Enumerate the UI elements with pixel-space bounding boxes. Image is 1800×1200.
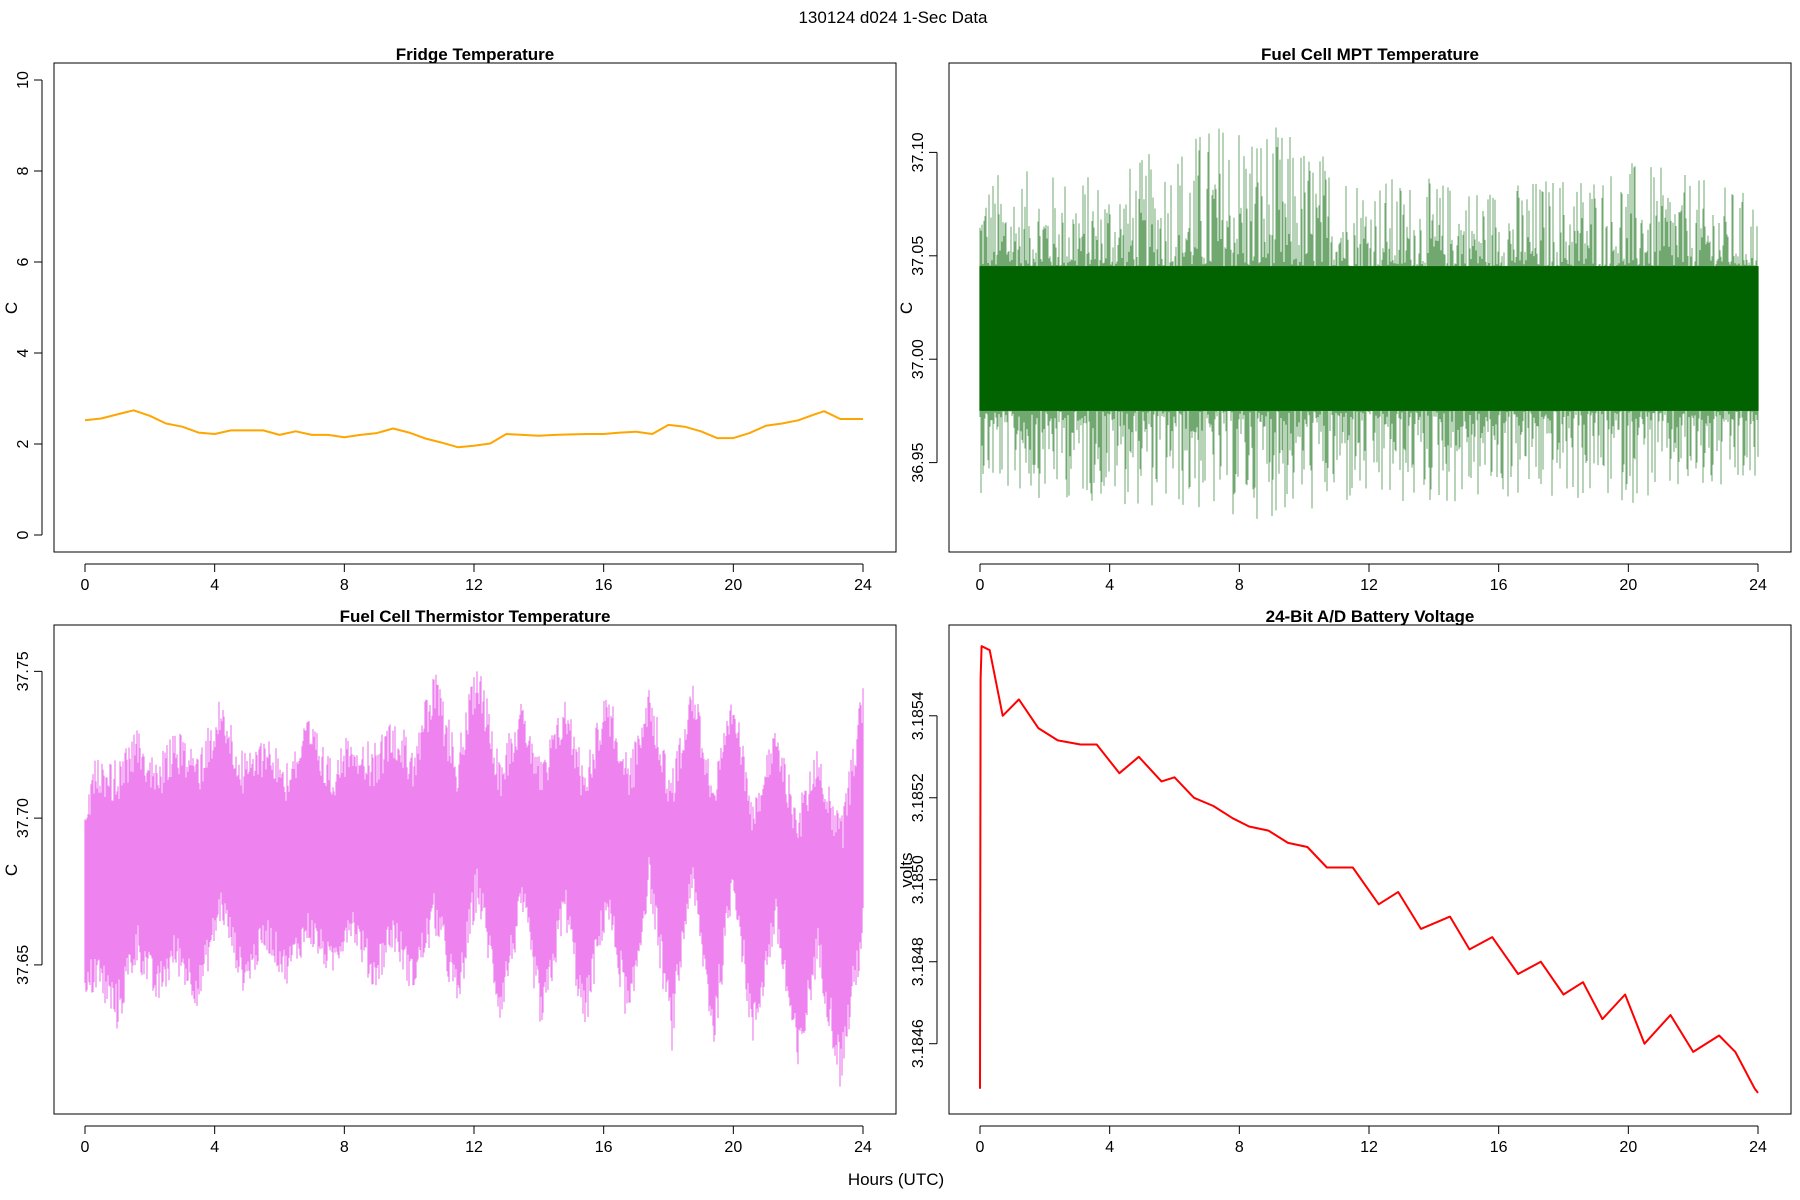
panel-title: Fuel Cell MPT Temperature [1261, 45, 1479, 64]
x-axis: 0 4 8 12 16 20 24 [81, 563, 872, 594]
x-axis-label: Hours (UTC) [848, 1170, 944, 1189]
panel-title: Fridge Temperature [396, 45, 554, 64]
x-tick-label: 24 [1749, 1139, 1767, 1156]
y-tick-label: 10 [15, 71, 32, 89]
x-tick-label: 0 [81, 1139, 90, 1156]
y-axis-label: C [2, 864, 21, 876]
series-line [84, 409, 863, 449]
x-tick-label: 4 [1105, 577, 1114, 594]
y-tick-label: 37.75 [15, 651, 32, 691]
plot-frame [53, 62, 897, 553]
x-axis: 0 4 8 12 16 20 24 [81, 1125, 872, 1156]
x-tick-label: 20 [724, 1139, 742, 1156]
y-tick-label: 37.00 [910, 339, 927, 379]
x-tick-label: 4 [1105, 1139, 1114, 1156]
x-tick-label: 8 [340, 1139, 349, 1156]
plot-frame [948, 624, 1792, 1115]
y-tick-label: 36.95 [910, 442, 927, 482]
x-tick-label: 16 [595, 577, 613, 594]
x-tick-label: 24 [1749, 577, 1767, 594]
y-tick-label: 3.1846 [910, 1019, 927, 1068]
y-tick-label: 8 [15, 166, 32, 175]
x-axis: 0 4 8 12 16 20 24 [976, 1125, 1767, 1156]
noise-series [84, 671, 864, 1087]
x-tick-label: 0 [81, 577, 90, 594]
x-tick-label: 8 [1235, 577, 1244, 594]
x-tick-label: 0 [976, 577, 985, 594]
panel-title: 24-Bit A/D Battery Voltage [1266, 607, 1475, 626]
x-tick-label: 12 [1360, 1139, 1378, 1156]
y-tick-label: 6 [15, 257, 32, 266]
y-tick-label: 3.1854 [910, 691, 927, 740]
y-axis: 3.1846 3.1848 3.1850 3.1852 3.1854 [910, 691, 938, 1068]
panel-fuel-cell-mpt-temperature: Fuel Cell MPT Temperature C 0 4 8 12 16 20 24 3… [897, 45, 1792, 594]
y-tick-label: 0 [15, 530, 32, 539]
plot-frame [53, 624, 897, 1115]
x-tick-label: 16 [1490, 577, 1508, 594]
plot-frame [948, 62, 1792, 553]
figure-title: 130124 d024 1-Sec Data [798, 8, 988, 27]
x-tick-label: 24 [854, 1139, 872, 1156]
x-tick-label: 4 [210, 577, 219, 594]
x-tick-label: 12 [465, 1139, 483, 1156]
series-line [979, 645, 1759, 1094]
y-tick-label: 2 [15, 439, 32, 448]
y-tick-label: 3.1850 [910, 855, 927, 904]
x-tick-label: 24 [854, 577, 872, 594]
x-tick-label: 16 [595, 1139, 613, 1156]
panel-fuel-cell-thermistor-temperature: Fuel Cell Thermistor Temperature C 0 4 8 12… [2, 607, 897, 1156]
y-axis: 37.65 37.70 37.75 [15, 651, 43, 985]
y-axis-label: volts [897, 853, 916, 888]
y-axis: 0 2 4 6 8 10 [15, 71, 43, 539]
x-tick-label: 20 [724, 577, 742, 594]
x-tick-label: 16 [1490, 1139, 1508, 1156]
panel-battery-voltage: 24-Bit A/D Battery Voltage volts 0 4 8 12 16… [897, 607, 1792, 1156]
y-axis-label: C [897, 302, 916, 314]
x-tick-label: 20 [1619, 1139, 1637, 1156]
x-tick-label: 8 [340, 577, 349, 594]
x-tick-label: 12 [465, 577, 483, 594]
x-tick-label: 0 [976, 1139, 985, 1156]
panel-title: Fuel Cell Thermistor Temperature [340, 607, 611, 626]
y-axis-label: C [2, 302, 21, 314]
x-axis: 0 4 8 12 16 20 24 [976, 563, 1767, 594]
x-tick-label: 8 [1235, 1139, 1244, 1156]
x-tick-label: 20 [1619, 577, 1637, 594]
y-tick-label: 37.65 [15, 945, 32, 985]
y-axis: 36.95 37.00 37.05 37.10 [910, 132, 938, 483]
y-tick-label: 3.1848 [910, 937, 927, 986]
noise-series [979, 127, 1759, 519]
x-tick-label: 4 [210, 1139, 219, 1156]
y-tick-label: 37.10 [910, 132, 927, 172]
y-tick-label: 3.1852 [910, 773, 927, 822]
x-tick-label: 12 [1360, 577, 1378, 594]
y-tick-label: 37.05 [910, 236, 927, 276]
y-tick-label: 37.70 [15, 798, 32, 838]
y-tick-label: 4 [15, 348, 32, 357]
